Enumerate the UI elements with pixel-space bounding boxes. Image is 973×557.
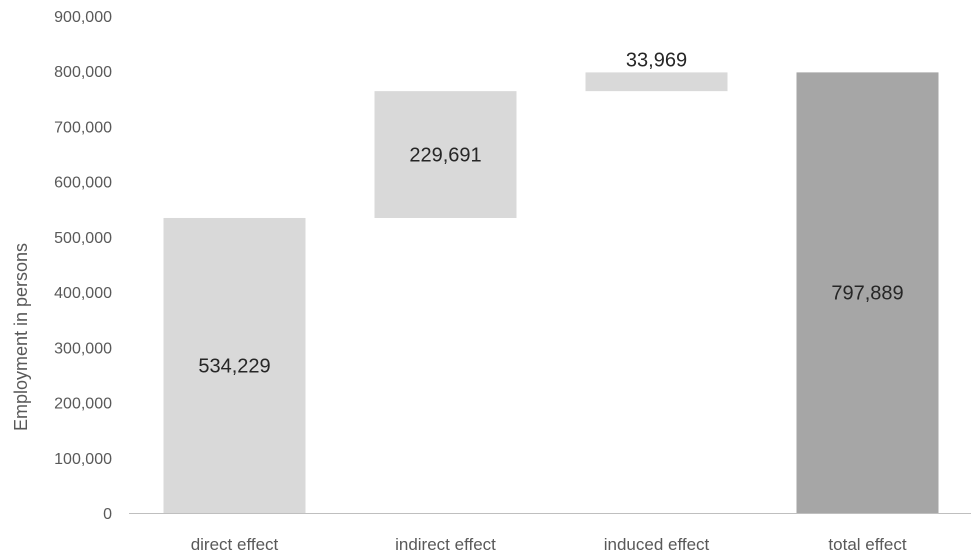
y-tick-label: 100,000 [54, 451, 112, 468]
y-tick-label: 700,000 [54, 119, 112, 136]
data-label: 534,229 [198, 355, 270, 377]
category-label: total effect [828, 535, 906, 554]
y-tick-label: 200,000 [54, 396, 112, 413]
data-label: 797,889 [831, 283, 903, 305]
bar-indirect-effect [374, 91, 517, 218]
y-tick-label: 0 [103, 506, 112, 523]
bars [163, 72, 939, 513]
category-label: indirect effect [395, 535, 496, 554]
y-tick-label: 800,000 [54, 64, 112, 81]
y-tick-label: 600,000 [54, 175, 112, 192]
y-axis-ticks: 0 100,000 200,000 300,000 400,000 500,000 600,… [54, 9, 112, 523]
category-labels: direct effect indirect effect induced effe… [191, 535, 907, 554]
bar-induced-effect [585, 72, 728, 92]
y-axis-title: Employment in persons [11, 243, 31, 431]
category-label: induced effect [604, 535, 710, 554]
bar-direct-effect [163, 217, 306, 513]
y-tick-label: 900,000 [54, 9, 112, 26]
y-tick-label: 300,000 [54, 340, 112, 357]
bar-total-effect [796, 72, 939, 513]
data-label: 33,969 [626, 49, 687, 71]
data-labels: 534,229 229,691 33,969 797,889 [198, 49, 903, 377]
y-tick-label: 500,000 [54, 230, 112, 247]
y-tick-label: 400,000 [54, 285, 112, 302]
data-label: 229,691 [409, 145, 481, 167]
category-label: direct effect [191, 535, 279, 554]
